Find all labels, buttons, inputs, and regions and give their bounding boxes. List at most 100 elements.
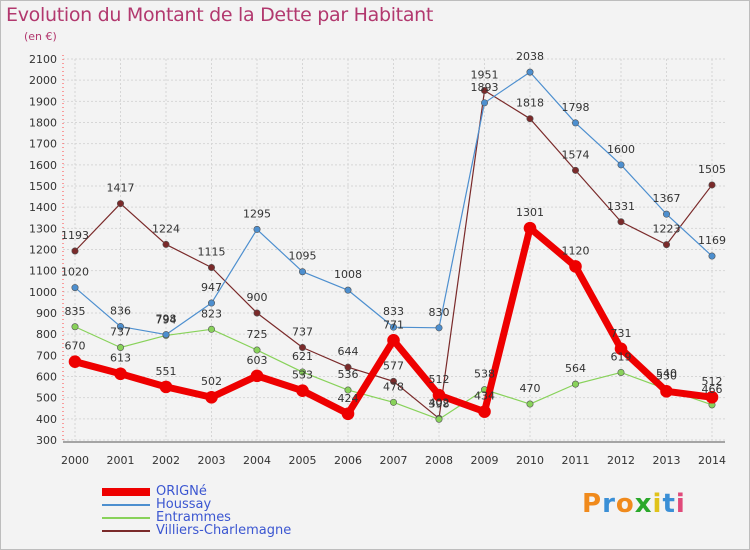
y-tick-label: 300 — [36, 434, 57, 447]
data-point — [708, 252, 716, 260]
data-label: 731 — [611, 327, 632, 340]
legend-item: Villiers-Charlemagne — [102, 524, 291, 537]
x-tick-label: 2014 — [698, 454, 726, 467]
data-label: 1224 — [152, 222, 180, 235]
data-point — [480, 99, 488, 107]
y-tick-label: 500 — [36, 392, 57, 405]
data-point — [71, 323, 79, 331]
data-point — [389, 377, 397, 385]
data-label: 530 — [656, 369, 677, 382]
data-label: 1223 — [653, 223, 681, 236]
logo-letter: r — [602, 489, 616, 519]
y-tick-label: 1100 — [29, 265, 57, 278]
data-label: 2038 — [516, 50, 544, 63]
y-tick-label: 600 — [36, 371, 57, 384]
y-tick-label: 1600 — [29, 159, 57, 172]
y-tick-label: 1500 — [29, 180, 57, 193]
data-label: 644 — [338, 345, 359, 358]
data-point — [435, 415, 443, 423]
data-label: 466 — [702, 383, 723, 396]
data-point — [208, 325, 216, 333]
data-label: 1893 — [471, 81, 499, 94]
logo-letter: i — [675, 489, 686, 519]
data-label: 835 — [65, 305, 86, 318]
data-label: 947 — [201, 281, 222, 294]
y-tick-label: 700 — [36, 349, 57, 362]
data-label: 536 — [338, 368, 359, 381]
x-tick-label: 2011 — [562, 454, 590, 467]
y-tick-label: 1400 — [29, 201, 57, 214]
data-label: 512 — [429, 373, 450, 386]
axes: 300 400 500 600 700 800 900 1000 1100 1200 1300 140… — [29, 53, 726, 467]
data-label: 621 — [292, 350, 313, 363]
data-point — [296, 384, 309, 397]
data-point — [617, 161, 625, 169]
data-label: 798 — [156, 313, 177, 326]
y-tick-label: 1800 — [29, 117, 57, 130]
data-point — [569, 260, 582, 273]
data-label: 1367 — [653, 192, 681, 205]
data-point — [162, 331, 170, 339]
data-label: 1295 — [243, 207, 271, 220]
data-point — [117, 323, 125, 331]
data-point — [526, 115, 534, 123]
data-point — [571, 166, 579, 174]
data-label: 538 — [474, 368, 495, 381]
data-point — [526, 400, 534, 408]
data-label: 533 — [292, 369, 313, 382]
data-label: 512 — [702, 375, 723, 388]
data-point — [480, 87, 488, 95]
data-label: 900 — [247, 291, 268, 304]
data-point — [162, 240, 170, 248]
data-point — [523, 221, 537, 235]
data-label: 1331 — [607, 200, 635, 213]
data-label: 478 — [383, 380, 404, 393]
x-tick-label: 2010 — [516, 454, 544, 467]
legend-item: Entrammes — [102, 511, 291, 524]
proxiti-logo: Proxiti — [582, 489, 686, 519]
y-tick-label: 1900 — [29, 95, 57, 108]
y-tick-label: 400 — [36, 413, 57, 426]
data-label: 1600 — [607, 143, 635, 156]
series-group — [68, 68, 719, 423]
data-point — [435, 324, 443, 332]
data-label: 502 — [201, 375, 222, 388]
data-label: 603 — [247, 354, 268, 367]
data-label: 1951 — [471, 69, 499, 82]
x-tick-label: 2002 — [152, 454, 180, 467]
legend-swatch — [102, 529, 150, 532]
data-point — [705, 390, 719, 404]
data-label: 830 — [429, 306, 450, 319]
data-point — [344, 363, 352, 371]
data-label: 613 — [110, 352, 131, 365]
data-point — [344, 286, 352, 294]
data-label: 551 — [156, 365, 177, 378]
data-point — [571, 380, 579, 388]
data-point — [117, 200, 125, 208]
data-point — [571, 119, 579, 127]
legend-label: Villiers-Charlemagne — [156, 523, 292, 538]
data-label: 402 — [429, 396, 450, 409]
y-tick-label: 1200 — [29, 244, 57, 257]
data-label: 470 — [520, 382, 541, 395]
data-point — [250, 369, 264, 383]
y-tick-label: 900 — [36, 307, 57, 320]
data-label: 424 — [338, 392, 359, 405]
x-tick-label: 2008 — [425, 454, 453, 467]
data-point — [71, 284, 79, 292]
legend-item: ORIGNé — [102, 485, 291, 498]
data-label: 833 — [383, 305, 404, 318]
data-label: 1505 — [698, 163, 726, 176]
data-label: 836 — [110, 305, 131, 318]
chart-subtitle: (en €) — [24, 30, 57, 43]
data-point — [341, 407, 355, 421]
data-label: 725 — [247, 328, 268, 341]
logo-letter: t — [662, 489, 676, 519]
data-point — [253, 309, 261, 317]
data-point — [478, 405, 491, 418]
data-label: 1798 — [562, 101, 590, 114]
data-point — [344, 386, 352, 394]
x-tick-label: 2009 — [471, 454, 499, 467]
legend-swatch — [102, 503, 150, 506]
